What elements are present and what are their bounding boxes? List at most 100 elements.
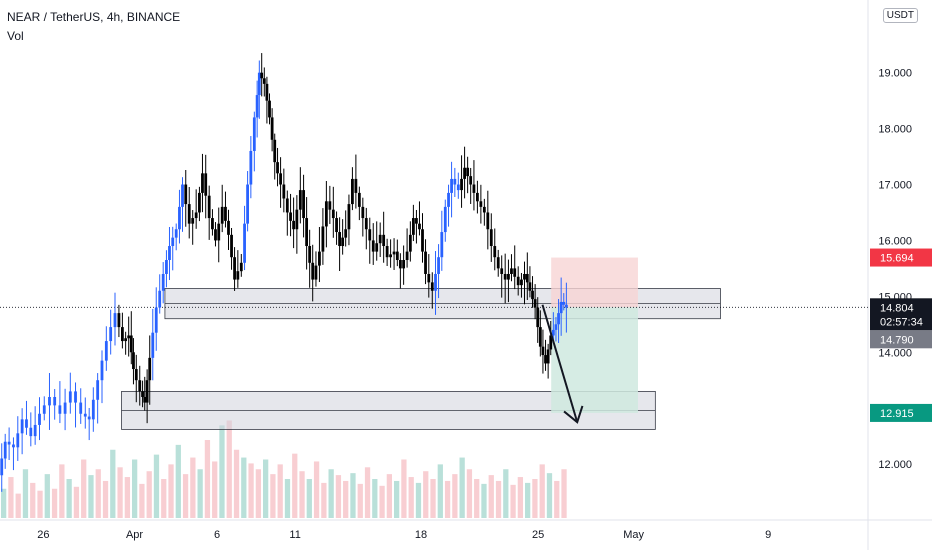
projection-arrow-head [563,405,584,424]
volume-bar [401,459,407,518]
volume-bar [452,474,458,518]
candle-body [402,260,406,269]
volume-bar [415,482,422,518]
candle-body [405,251,409,260]
volume-bar [37,490,43,518]
candle-body [368,229,372,241]
candle-body [463,167,466,179]
volume-bar [15,493,21,518]
volume-bar [313,461,320,518]
countdown-badge: 02:57:34 [880,316,923,328]
volume-bar [343,480,349,518]
entry-price-badge: 14.790 [880,334,914,346]
y-tick-label: 19.000 [878,68,912,80]
candle-body [421,229,424,252]
candle-body [12,444,15,448]
candle-body [351,178,354,205]
volume-bar [51,488,58,518]
projection-arrow[interactable] [541,304,579,423]
candle-body [181,184,184,207]
candle-body [361,206,365,219]
volume-bar [175,444,181,518]
candle-body [559,301,563,314]
volume-bar [546,473,553,518]
candle-body [233,257,236,280]
candle-body [305,218,309,247]
volume-bar [408,477,414,518]
candle-body [460,178,463,191]
candle-body [466,167,470,177]
candle-body [124,338,128,342]
candle-body [321,226,325,252]
symbol-title[interactable]: NEAR / TetherUS, 4h, BINANCE [7,10,181,24]
volume-bar [328,469,334,518]
x-tick-label: 6 [214,529,220,541]
candle-body [469,176,473,185]
currency-unit-button[interactable]: USDT [882,8,918,23]
candle-body [434,273,437,291]
candle-body [528,282,532,291]
candle-body [230,234,233,258]
candle-body [217,223,221,241]
candle-body [562,301,566,305]
candle-body [16,433,20,448]
x-tick-label: 11 [289,529,300,541]
candle-body [53,396,57,406]
candle-body [151,332,155,358]
candle-body [113,313,117,328]
candle-body [453,178,457,185]
candle-body [456,184,460,191]
candle-body [0,458,4,476]
candle-body [482,206,486,213]
candle-body [268,100,271,118]
candle-body [541,346,545,356]
stop-loss-box[interactable] [551,257,638,308]
candle-body [279,173,282,185]
candle-body [20,419,24,434]
candle-body [171,237,175,247]
volume-bar [66,479,72,518]
candle-body [392,251,396,255]
candle-body [554,324,558,330]
candle-body [510,268,513,274]
candle-body [557,313,560,325]
volume-bar [481,483,487,518]
candle-body [389,254,392,258]
candle-body [48,396,51,406]
candle-body [270,117,274,140]
candle-body [415,218,418,224]
volume-bar [299,471,305,518]
candle-body [427,273,431,283]
volume-bar [488,475,494,518]
volume-bar [423,471,429,518]
candle-body [134,369,138,381]
x-tick-label: 18 [415,529,427,541]
volume-bar [161,479,167,518]
volume-bar [372,479,378,518]
candle-body [344,229,348,238]
x-tick-label: 9 [765,529,771,541]
candle-body [211,218,214,230]
candle-body [145,380,149,403]
take-profit-box[interactable] [551,307,638,413]
candle-body [443,206,447,233]
volume-bar [212,461,218,518]
candle-body [513,268,517,277]
candle-body [252,117,256,151]
candle-body [42,405,46,414]
candle-body [207,195,211,219]
candle-body [411,218,415,235]
volume-bar [241,457,247,518]
candle-body [204,173,208,196]
volume-bar [284,479,291,518]
candle-body [533,299,537,308]
volume-bar [277,464,283,518]
candle-body [236,271,240,280]
candle-body [544,355,547,364]
candle-body [354,178,358,193]
candle-body [347,204,351,230]
candle-body [551,329,555,336]
target-price-badge: 12.915 [880,408,914,420]
volume-label[interactable]: Vol [7,29,24,43]
